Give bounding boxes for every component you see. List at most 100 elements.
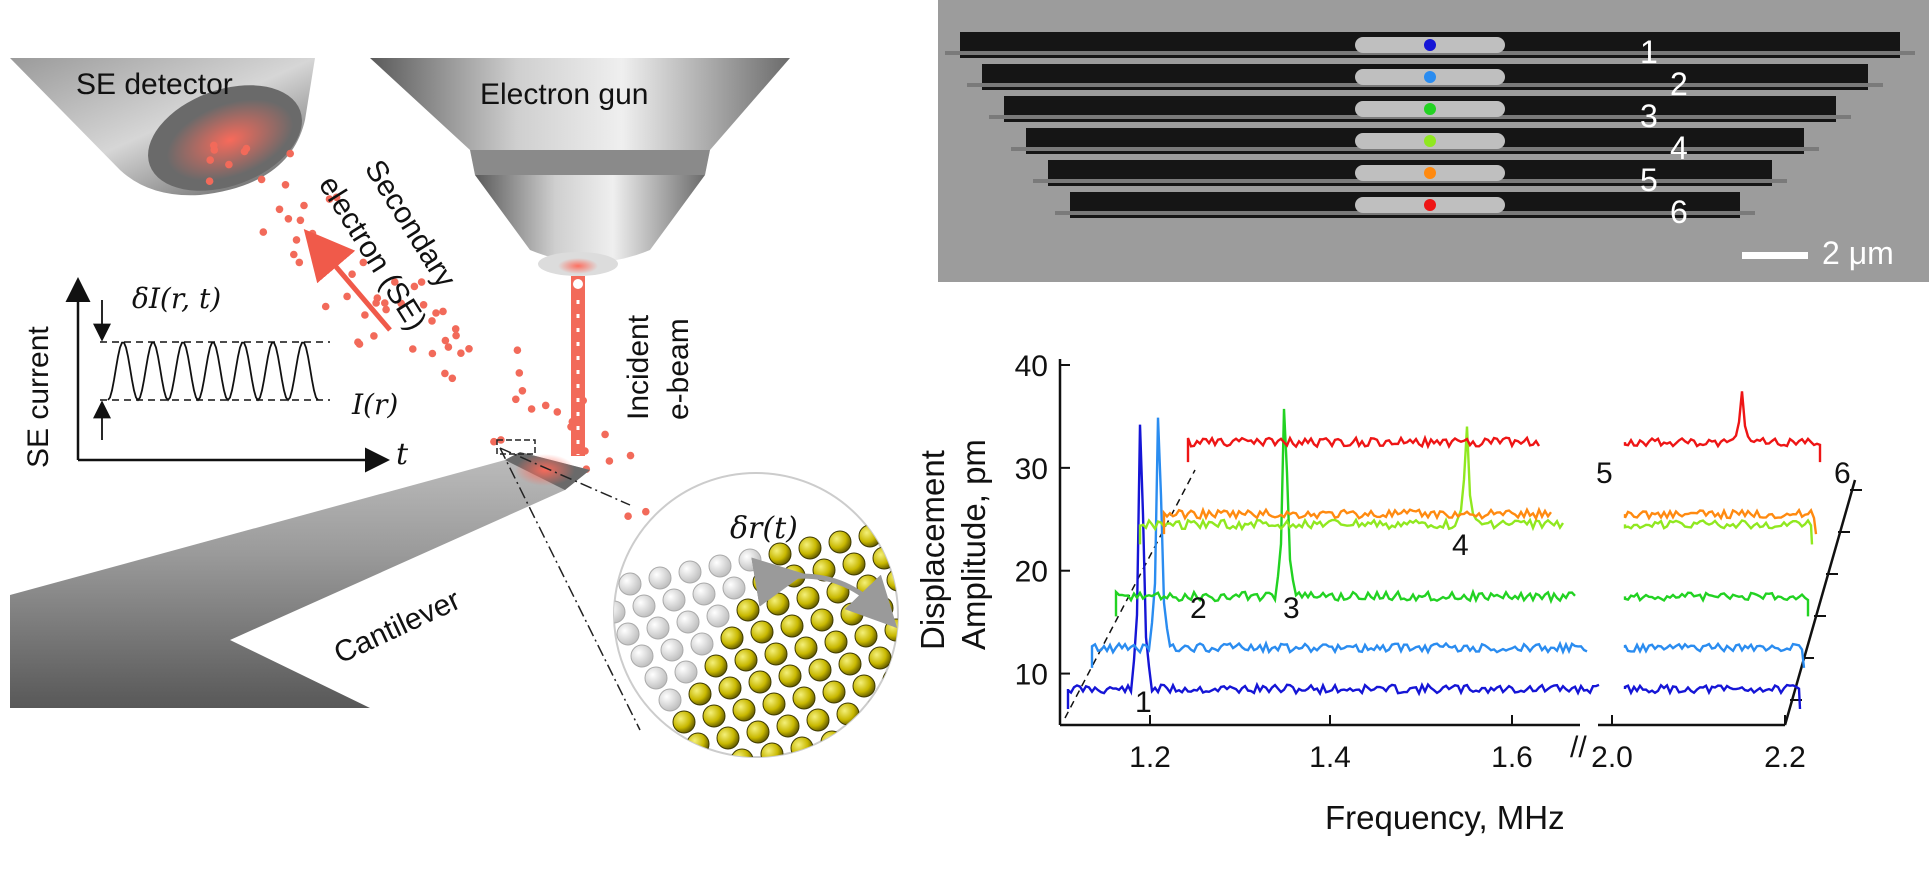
atom bbox=[886, 568, 898, 592]
offset-guide bbox=[1064, 469, 1196, 719]
x-tick-label: 2.0 bbox=[1591, 741, 1633, 774]
atom bbox=[768, 542, 792, 566]
se-particle bbox=[391, 278, 399, 286]
se-particle bbox=[624, 512, 632, 520]
atom bbox=[678, 560, 702, 584]
series-label: 2 bbox=[1190, 592, 1207, 625]
atom bbox=[913, 663, 935, 685]
beam-marker bbox=[1424, 167, 1436, 179]
se-particle bbox=[642, 507, 650, 516]
beam-number: 6 bbox=[1670, 194, 1688, 230]
se-particle bbox=[286, 149, 295, 158]
atom bbox=[943, 657, 965, 679]
atom bbox=[748, 670, 772, 694]
atom bbox=[658, 688, 682, 712]
atom bbox=[752, 570, 776, 594]
se-particle bbox=[205, 177, 214, 185]
x-tick-label: 1.6 bbox=[1491, 741, 1533, 774]
se-particle bbox=[382, 305, 390, 314]
atom bbox=[796, 586, 820, 610]
schematic: SE detector Electron gun Incident e-beam… bbox=[10, 58, 965, 758]
chart-ylabel-line2: Amplitude, pm bbox=[955, 439, 992, 650]
atom bbox=[852, 674, 876, 698]
atom bbox=[648, 566, 672, 590]
atom bbox=[810, 608, 834, 632]
se-particle bbox=[579, 396, 587, 405]
series-line bbox=[1090, 417, 1806, 668]
atomic-inset bbox=[613, 472, 965, 758]
beam-marker bbox=[1424, 135, 1436, 147]
atom bbox=[880, 718, 898, 742]
se-current-xlabel: t bbox=[396, 437, 409, 472]
se-arrow bbox=[303, 228, 392, 332]
se-particle bbox=[210, 146, 219, 154]
zoom-line bbox=[499, 447, 631, 506]
cantilever-label: Cantilever bbox=[329, 583, 465, 670]
atom bbox=[854, 624, 878, 648]
y-tick-label: 20 bbox=[1015, 556, 1048, 589]
series-line bbox=[1138, 426, 1814, 545]
atom bbox=[896, 690, 898, 714]
se-particle bbox=[441, 369, 449, 378]
se-particle bbox=[428, 317, 436, 325]
se-particle bbox=[452, 331, 460, 340]
atom bbox=[764, 642, 788, 666]
atom bbox=[718, 676, 742, 700]
se-particle bbox=[295, 258, 304, 267]
atom bbox=[927, 685, 949, 707]
atom bbox=[911, 713, 933, 735]
atom bbox=[842, 552, 866, 576]
electron-gun bbox=[370, 58, 790, 276]
atom bbox=[662, 588, 686, 612]
se-particle bbox=[308, 229, 317, 238]
beam-number: 1 bbox=[1640, 34, 1658, 70]
delta-i-label: δI(r, t) bbox=[132, 282, 221, 315]
chart-ylabel-line1: Displacement bbox=[914, 450, 951, 650]
atom bbox=[686, 732, 710, 756]
atom bbox=[688, 682, 712, 706]
depth-axis bbox=[1783, 479, 1857, 726]
se-particle bbox=[553, 408, 562, 416]
axis-break: // bbox=[1570, 731, 1587, 764]
se-particle bbox=[409, 345, 417, 353]
se-particle bbox=[432, 309, 440, 317]
beam-number: 3 bbox=[1640, 98, 1658, 134]
se-particle bbox=[225, 160, 233, 169]
se-particle bbox=[441, 336, 450, 345]
se-particle bbox=[601, 430, 609, 439]
atom bbox=[716, 726, 740, 750]
se-particle bbox=[465, 345, 473, 353]
atom bbox=[630, 644, 654, 668]
beam-label-line1: Incident bbox=[622, 314, 655, 420]
se-particle bbox=[325, 195, 334, 203]
se-particle bbox=[439, 307, 447, 316]
atom bbox=[660, 638, 684, 662]
atom bbox=[872, 546, 896, 570]
cantilever bbox=[10, 452, 590, 708]
series-line bbox=[1066, 424, 1802, 710]
se-particle bbox=[300, 201, 308, 210]
atom bbox=[760, 742, 784, 757]
series-line bbox=[1114, 408, 1810, 617]
se-particle bbox=[321, 302, 330, 311]
atom bbox=[794, 636, 818, 660]
atom bbox=[822, 680, 846, 704]
gun-label: Electron gun bbox=[480, 78, 648, 111]
beam-marker bbox=[1424, 39, 1436, 51]
atom bbox=[884, 618, 898, 642]
atom bbox=[836, 702, 860, 726]
se-particle bbox=[518, 387, 527, 395]
atom bbox=[790, 736, 814, 757]
y-tick-label: 40 bbox=[1015, 350, 1048, 383]
atom bbox=[750, 620, 774, 644]
beam-label-line2: e-beam bbox=[662, 318, 695, 420]
atom bbox=[808, 658, 832, 682]
beam-marker bbox=[1424, 103, 1436, 115]
atom bbox=[820, 730, 844, 754]
se-particle bbox=[457, 349, 465, 358]
se-particle bbox=[259, 228, 268, 236]
zoom-line bbox=[499, 447, 641, 731]
se-particle bbox=[292, 236, 301, 244]
